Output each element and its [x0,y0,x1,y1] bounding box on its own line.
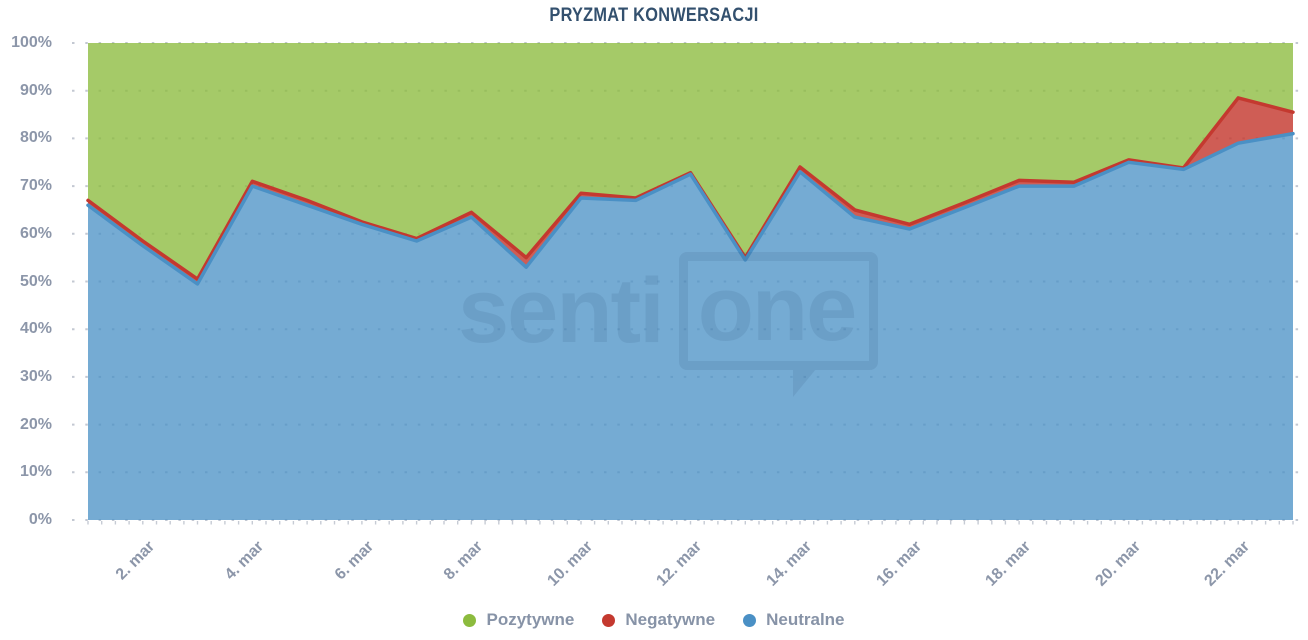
legend: Pozytywne Negatywne Neutralne [0,610,1308,630]
legend-label-pozytywne: Pozytywne [486,610,575,629]
legend-item-pozytywne[interactable]: Pozytywne [463,610,574,630]
area-pozytywne[interactable] [88,43,1293,280]
legend-marker-negatywne-icon [602,613,616,627]
y-tick-label: 60% [19,225,52,242]
legend-marker-neutralne-icon [743,613,757,627]
line-neutralne [86,131,1295,286]
chart-title: PRYZMAT KONWERSACJI [549,5,759,26]
y-tick-label: 10% [19,463,52,480]
legend-label-neutralne: Neutralne [766,610,845,629]
y-tick-label: 50% [19,273,52,290]
area-neutralne[interactable] [88,133,1293,520]
y-tick-label: 0% [28,511,52,528]
y-tick-label: 90% [19,82,52,99]
legend-marker-pozytywne-icon [463,613,477,627]
legend-item-neutralne[interactable]: Neutralne [743,610,845,630]
legend-label-negatywne: Negatywne [625,610,716,629]
y-tick-label: 70% [19,177,52,194]
legend-item-negatywne[interactable]: Negatywne [602,610,715,630]
y-tick-label: 100% [11,34,52,51]
y-tick-label: 80% [19,129,52,146]
y-tick-label: 40% [19,320,52,337]
y-tick-label: 20% [19,416,52,433]
y-tick-label: 30% [19,368,52,385]
